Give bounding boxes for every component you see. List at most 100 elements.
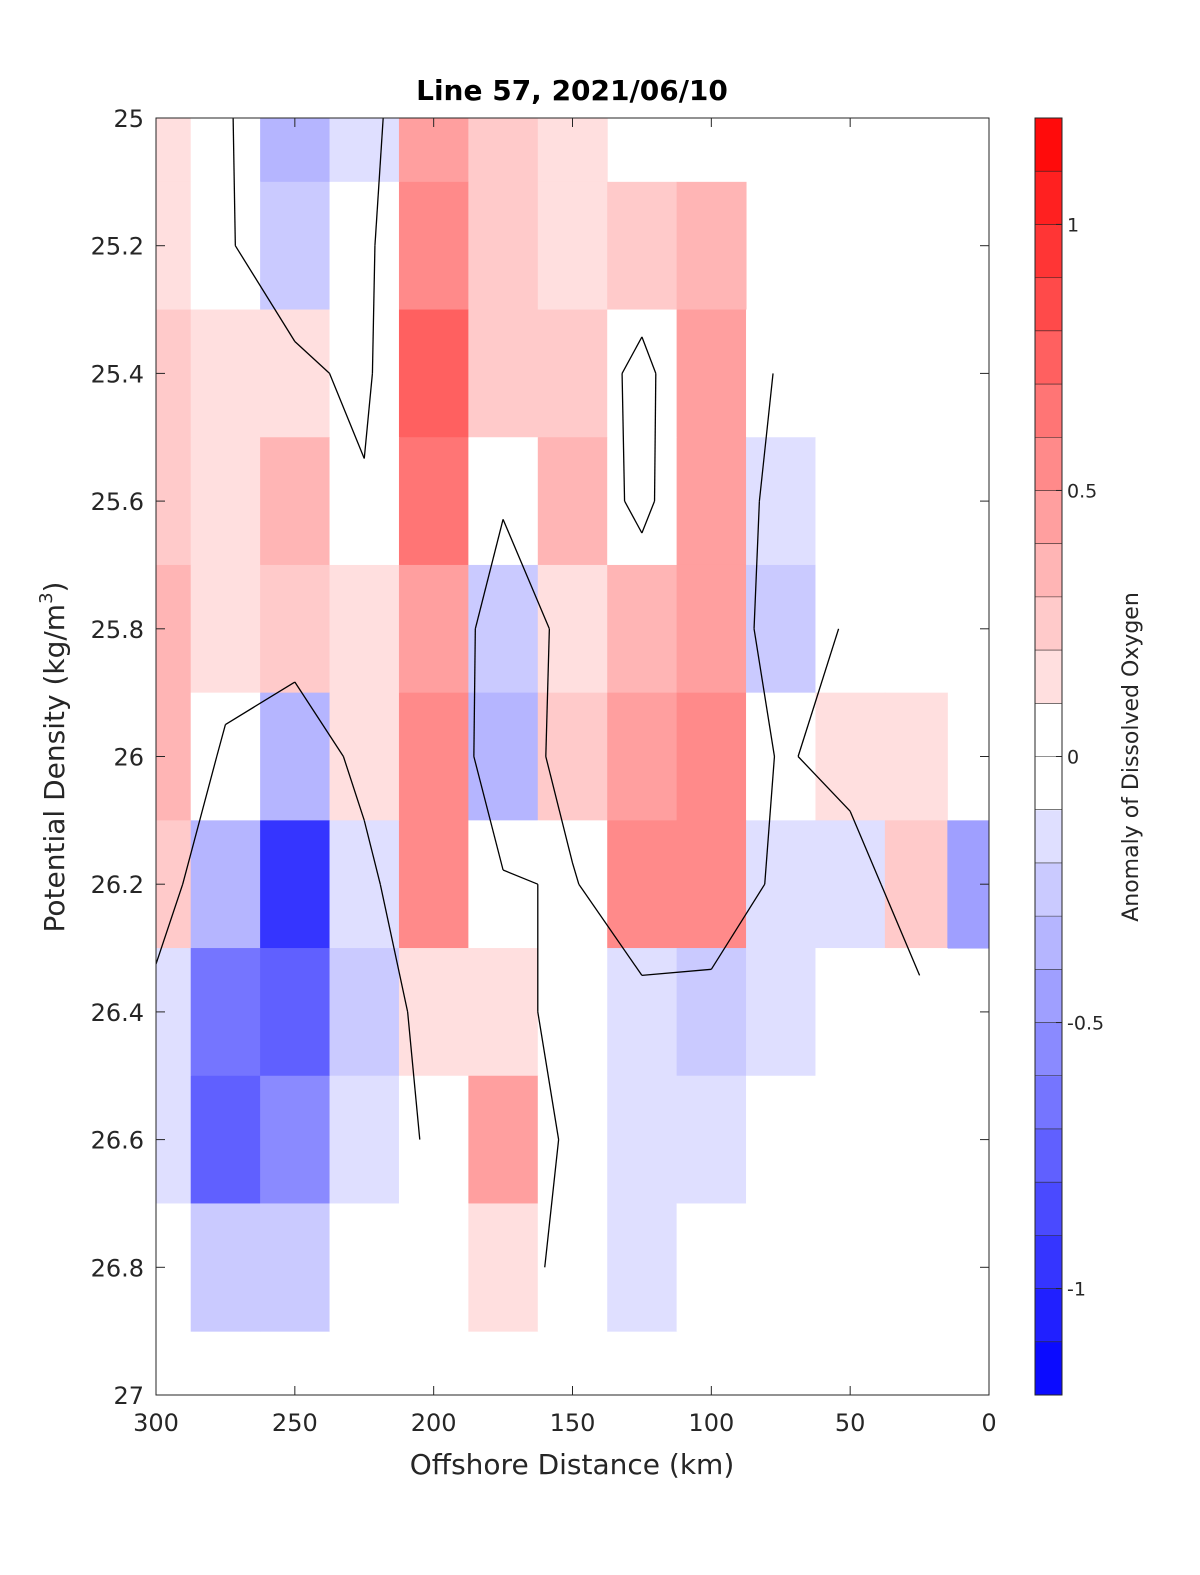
y-tick-label: 25.8 <box>91 616 144 644</box>
heatmap-cell <box>537 1203 608 1332</box>
heatmap-cell <box>260 1203 331 1332</box>
heatmap-cell <box>815 820 886 949</box>
colorbar-tick-label: 0.5 <box>1067 480 1097 502</box>
heatmap-cell <box>190 948 261 1077</box>
heatmap-cell <box>607 564 678 694</box>
heatmap-cell <box>398 309 469 438</box>
heatmap-cell <box>398 437 469 566</box>
heatmap-cell <box>815 564 886 694</box>
heatmap-cell <box>607 181 678 311</box>
heatmap-cell <box>329 948 400 1077</box>
colorbar-swatch <box>1035 969 1062 1024</box>
y-axis-label-close: ) <box>38 582 71 593</box>
heatmap-cell <box>537 309 608 438</box>
heatmap-cell <box>468 181 539 311</box>
colorbar-swatch <box>1035 1235 1062 1290</box>
contour-segment <box>710 883 766 970</box>
heatmap-cell <box>746 564 816 694</box>
contour-segment <box>342 756 365 821</box>
heatmap-cell <box>468 1203 539 1332</box>
x-tick-label: 250 <box>272 1409 318 1437</box>
colorbar-swatch <box>1035 1022 1062 1077</box>
heatmap-cell <box>676 948 747 1077</box>
heatmap-cell <box>746 1075 816 1204</box>
contour-segment <box>156 883 184 965</box>
heatmap-cell <box>815 437 886 566</box>
heatmap-cell <box>398 692 469 821</box>
colorbar-swatch <box>1035 490 1062 545</box>
heatmap-cell <box>398 1203 469 1332</box>
x-tick-label: 200 <box>411 1409 457 1437</box>
contour-segment <box>641 336 657 374</box>
heatmap-cell <box>468 564 539 694</box>
heatmap-cell <box>190 181 261 311</box>
colorbar-tick-label: -1 <box>1067 1279 1086 1301</box>
y-tick-label: 26.6 <box>91 1127 144 1155</box>
heatmap-cell <box>260 309 331 438</box>
heatmap-cell <box>329 181 400 311</box>
contour-segment <box>473 628 476 757</box>
heatmap-cell <box>607 692 678 821</box>
heatmap-cell <box>746 309 816 438</box>
heatmap-cell <box>329 820 400 949</box>
contour-segment <box>641 500 656 534</box>
colorbar: 1 0.5 0 -0.5 -1 Anomaly of Dissolved Oxygen <box>1034 117 1144 1396</box>
heatmap-cell <box>676 437 747 566</box>
heatmap-cell <box>329 437 400 566</box>
contour-segment <box>294 681 344 757</box>
contour-segment <box>474 519 504 629</box>
heatmap-cells <box>156 118 989 1332</box>
heatmap-cell <box>398 564 469 694</box>
contour-segment <box>294 340 330 374</box>
heatmap-cell <box>676 309 747 438</box>
colorbar-swatch <box>1035 330 1062 385</box>
contour-segment <box>623 500 643 534</box>
y-tick-label: 25.6 <box>91 488 144 516</box>
colorbar-swatch <box>1035 1182 1062 1236</box>
heatmap-cell <box>329 564 400 694</box>
contour-segment <box>764 756 776 885</box>
heatmap-cell <box>190 118 261 183</box>
contour-segment <box>371 245 376 374</box>
heatmap-cell <box>190 692 261 821</box>
chart-title: Line 57, 2021/06/10 <box>416 74 728 107</box>
heatmap-cell <box>537 118 608 183</box>
y-tick-label: 26 <box>113 744 144 772</box>
heatmap-cell <box>607 1203 678 1332</box>
heatmap-cell <box>676 564 747 694</box>
x-axis-label: Offshore Distance (km) <box>410 1448 735 1481</box>
contour-segment <box>849 810 882 885</box>
heatmap-cell <box>884 692 948 821</box>
heatmap-cell <box>468 437 539 566</box>
contour-segment <box>641 968 712 977</box>
colorbar-swatch <box>1035 171 1062 225</box>
y-tick-label: 26.2 <box>91 871 144 899</box>
y-tick-label: 25.2 <box>91 233 144 261</box>
heatmap-cell <box>260 692 331 821</box>
heatmap-cell <box>815 692 886 821</box>
y-axis-label-superscript: 3 <box>36 592 57 603</box>
colorbar-tick-label: 1 <box>1067 214 1079 236</box>
heatmap-cell <box>260 118 331 183</box>
heatmap-cell <box>607 820 678 949</box>
colorbar-tick-label: 0 <box>1067 747 1079 769</box>
colorbar-swatch <box>1035 118 1062 172</box>
contour-segment <box>545 756 574 864</box>
heatmap-cell <box>537 948 608 1077</box>
heatmap-cell <box>607 948 678 1077</box>
colorbar-swatch <box>1035 650 1062 704</box>
colorbar-swatch <box>1035 384 1062 438</box>
contour-segment <box>797 628 840 757</box>
contour-segment <box>621 336 643 374</box>
heatmap-cell <box>329 1203 400 1332</box>
contour-segment <box>621 373 626 502</box>
colorbar-swatch <box>1035 437 1062 491</box>
colorbar-tick-label: -0.5 <box>1067 1013 1104 1035</box>
heatmap-cell <box>260 181 331 311</box>
heatmap-cell <box>260 564 331 694</box>
heatmap-cell <box>746 948 816 1077</box>
heatmap-cell <box>156 118 192 183</box>
contour-segment <box>406 1011 421 1140</box>
x-tick-label: 100 <box>688 1409 734 1437</box>
